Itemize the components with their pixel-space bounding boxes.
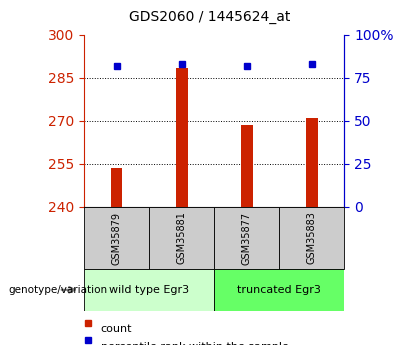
Bar <box>214 207 279 269</box>
Text: GSM35879: GSM35879 <box>112 211 121 265</box>
Text: percentile rank within the sample: percentile rank within the sample <box>101 342 289 345</box>
Text: truncated Egr3: truncated Egr3 <box>237 285 321 295</box>
Bar <box>149 207 214 269</box>
Text: genotype/variation: genotype/variation <box>8 285 108 295</box>
Bar <box>176 68 187 207</box>
Bar <box>306 118 318 207</box>
Bar <box>111 168 122 207</box>
Text: wild type Egr3: wild type Egr3 <box>109 285 189 295</box>
Bar <box>214 269 344 310</box>
Bar <box>84 207 149 269</box>
Text: GSM35883: GSM35883 <box>307 211 317 265</box>
Text: GDS2060 / 1445624_at: GDS2060 / 1445624_at <box>129 10 291 24</box>
Text: GSM35881: GSM35881 <box>177 211 186 265</box>
Bar <box>84 269 214 310</box>
Text: GSM35877: GSM35877 <box>242 211 252 265</box>
Text: count: count <box>101 324 132 334</box>
Bar <box>279 207 344 269</box>
Bar <box>241 125 252 207</box>
